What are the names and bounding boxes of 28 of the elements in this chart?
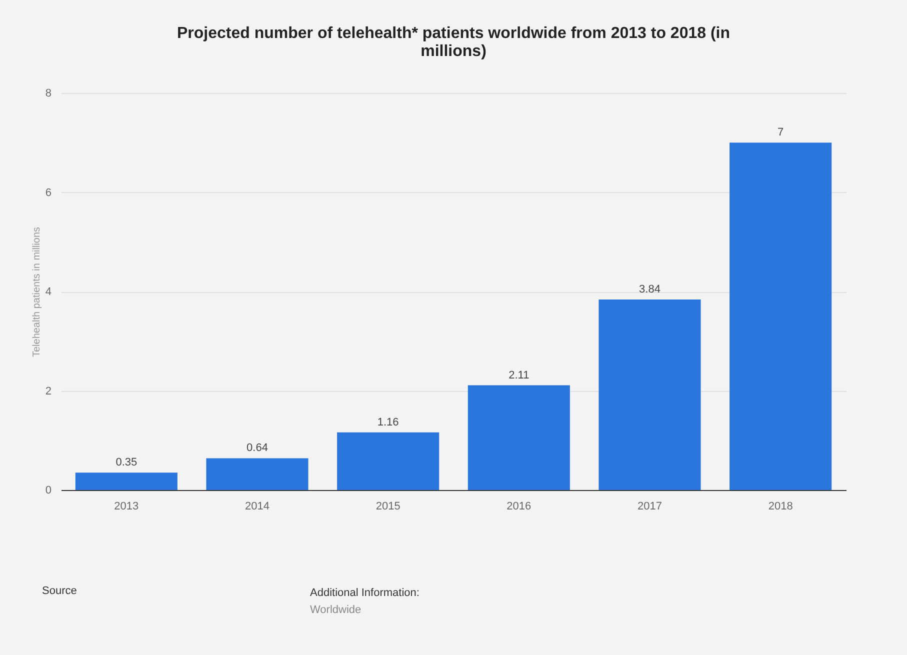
- bar: [730, 142, 832, 490]
- chart-title: Projected number of telehealth* patients worldwide from 2013 to 2018 (in millions): [176, 25, 730, 60]
- bar: [598, 299, 701, 490]
- x-tick-label: 2016: [506, 500, 532, 512]
- y-tick-label: 2: [45, 385, 52, 398]
- y-tick-label: 4: [45, 286, 52, 298]
- y-tick-label: 8: [45, 88, 52, 100]
- x-tick-label: 2014: [245, 500, 270, 512]
- x-tick-label: 2013: [114, 500, 139, 512]
- data-label: 0.35: [116, 456, 138, 469]
- data-label: 0.64: [246, 442, 268, 454]
- x-tick-label: 2017: [638, 500, 662, 512]
- text: Worldwide: [310, 604, 362, 616]
- text: Source: [42, 585, 77, 597]
- bar: [337, 432, 440, 490]
- x-tick-label: 2018: [768, 500, 793, 512]
- y-axis-title: Telehealth patients in millions: [31, 226, 42, 358]
- data-label: 3.84: [639, 283, 660, 296]
- text: Additional Information:: [310, 587, 420, 599]
- bar: [75, 472, 178, 490]
- data-label: 2.11: [508, 369, 530, 382]
- data-label: 7: [778, 126, 784, 139]
- x-tick-label: 2015: [376, 500, 400, 512]
- y-tick-label: 0: [45, 484, 52, 496]
- data-label: 1.16: [377, 416, 399, 428]
- y-tick-label: 6: [45, 186, 52, 199]
- bar: [468, 385, 570, 490]
- bar: [206, 458, 308, 490]
